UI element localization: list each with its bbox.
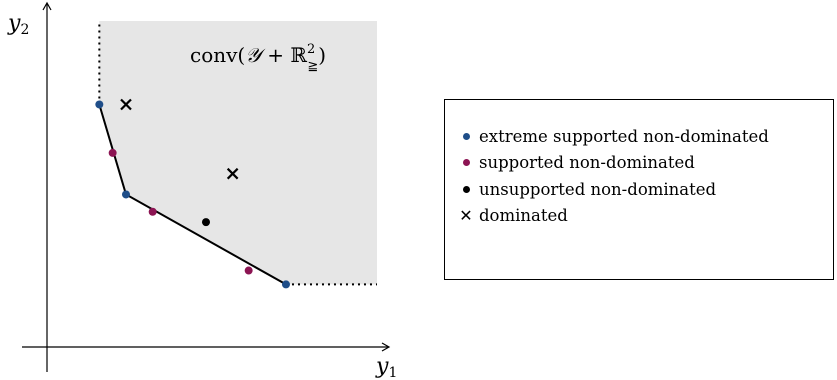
legend-item-unsupported: unsupported non-dominated <box>445 176 833 203</box>
legend-cross-icon: ✕ <box>459 205 473 225</box>
y-axis-arrowhead <box>42 1 52 11</box>
legend-label: supported non-dominated <box>479 153 695 173</box>
unsupported-point <box>201 218 210 227</box>
legend-dot-icon <box>459 129 473 143</box>
legend-dot-icon <box>459 156 473 170</box>
legend-dot-icon <box>459 182 473 196</box>
legend-item-supported: supported non-dominated <box>445 150 833 177</box>
dominated-point <box>120 98 132 111</box>
legend-label: extreme supported non-dominated <box>479 126 769 146</box>
extreme-point <box>121 190 130 199</box>
x-axis-arrowhead <box>381 342 391 352</box>
extreme-point <box>281 280 290 289</box>
point-markers <box>95 98 290 289</box>
legend-label: unsupported non-dominated <box>479 179 717 199</box>
x-axis-label: y1 <box>375 354 397 380</box>
y-axis-label: y2 <box>7 11 29 38</box>
supported-point <box>244 266 253 275</box>
dominated-region-shading <box>99 21 377 285</box>
legend-label: dominated <box>479 206 568 226</box>
dominated-point <box>226 167 239 180</box>
convex-hull-label: conv(𝒴 + ℝ2 ≧) <box>190 42 326 74</box>
legend-item-dominated: ✕ dominated <box>445 203 833 230</box>
supported-point <box>148 207 157 216</box>
legend-item-extreme-supported: extreme supported non-dominated <box>445 123 833 150</box>
extreme-point <box>95 100 104 109</box>
supported-point <box>108 148 117 157</box>
legend: extreme supported non-dominated supporte… <box>444 99 834 280</box>
